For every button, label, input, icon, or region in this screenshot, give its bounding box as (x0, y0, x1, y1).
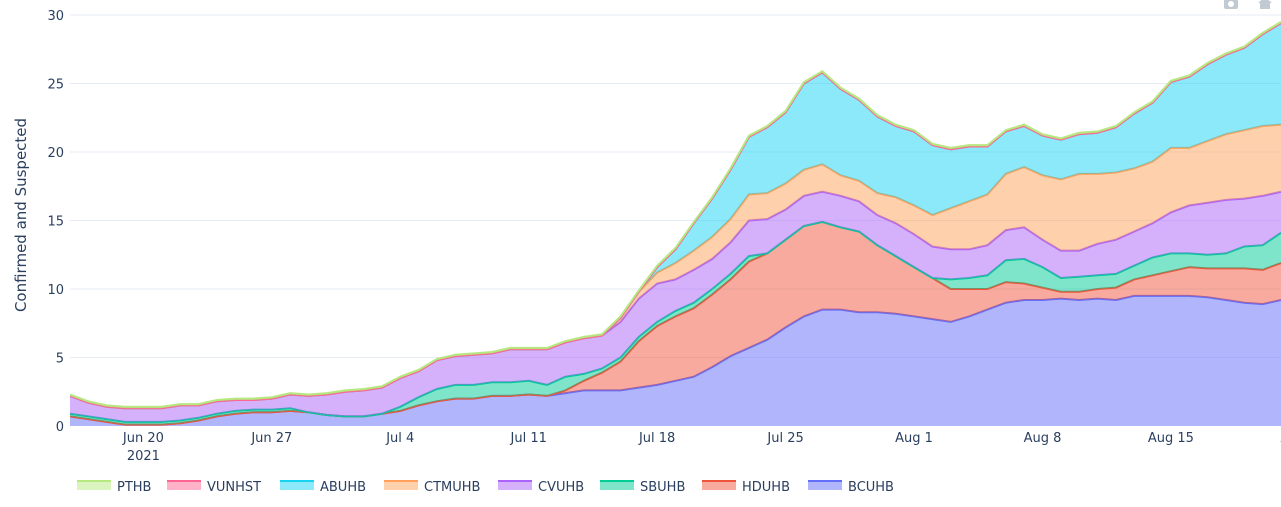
legend-swatch (280, 481, 314, 490)
legend-item-vunhst[interactable]: VUNHST (167, 480, 261, 495)
y-tick-label: 30 (47, 9, 64, 24)
legend-swatch (167, 481, 201, 490)
x-tick-label: Aug 15 (1148, 431, 1194, 446)
home-icon[interactable] (1257, 0, 1273, 10)
legend-swatch (384, 481, 418, 490)
legend-item-hduhb[interactable]: HDUHB (702, 480, 790, 495)
legend-item-abuhb[interactable]: ABUHB (280, 480, 366, 495)
y-axis: 0 5 10 15 20 25 30 (47, 9, 64, 435)
legend-swatch (808, 481, 842, 490)
y-tick-label: 20 (47, 146, 64, 161)
camera-icon[interactable] (1223, 0, 1239, 10)
x-tick-year-label: 2021 (127, 449, 160, 464)
x-tick-label: Jun 20 (122, 431, 164, 446)
legend-label: BCUHB (848, 480, 894, 495)
y-tick-label: 25 (47, 78, 64, 93)
legend-item-cvuhb[interactable]: CVUHB (498, 480, 584, 495)
area-bcuhb (70, 295, 1281, 426)
x-tick-label: Jul 18 (638, 431, 675, 446)
y-tick-label: 0 (56, 420, 64, 435)
x-axis: Jun 20 2021 Jun 27 Jul 4 Jul 11 Jul 18 Jul 25 A… (122, 431, 1281, 464)
legend-label: CVUHB (538, 480, 584, 495)
legend-swatch (77, 481, 111, 490)
legend: PTHB VUNHST ABUHB CTMUHB CVUHB SBUHB HDUHB BCUH… (77, 480, 894, 495)
x-tick-label: Jul 25 (766, 431, 803, 446)
area-ctmuhb (70, 124, 1281, 409)
area-hduhb (70, 221, 1281, 425)
plot-area (70, 21, 1281, 426)
legend-label: VUNHST (207, 480, 261, 495)
x-tick-label: Aug 1 (895, 431, 933, 446)
legend-swatch (600, 481, 634, 490)
line-pthb (70, 21, 1281, 408)
legend-item-sbuhb[interactable]: SBUHB (600, 480, 685, 495)
x-tick-label: Jul 11 (510, 431, 547, 446)
area-cvuhb (70, 191, 1281, 422)
legend-label: HDUHB (742, 480, 790, 495)
y-tick-label: 10 (47, 283, 64, 298)
legend-label: CTMUHB (424, 480, 480, 495)
legend-label: ABUHB (320, 480, 366, 495)
legend-swatch (498, 481, 532, 490)
legend-item-pthb[interactable]: PTHB (77, 480, 151, 495)
y-tick-label: 5 (56, 352, 64, 367)
x-tick-label: Jul 4 (385, 431, 414, 446)
x-tick-label: Aug 8 (1024, 431, 1062, 446)
y-tick-label: 15 (47, 215, 64, 230)
modebar (1211, 0, 1281, 14)
legend-label: PTHB (117, 480, 151, 495)
x-tick-label: Jun 27 (250, 431, 292, 446)
legend-label: SBUHB (640, 480, 685, 495)
legend-swatch (702, 481, 736, 490)
legend-item-bcuhb[interactable]: BCUHB (808, 480, 894, 495)
legend-item-ctmuhb[interactable]: CTMUHB (384, 480, 480, 495)
y-axis-label: Confirmed and Suspected (12, 118, 30, 312)
